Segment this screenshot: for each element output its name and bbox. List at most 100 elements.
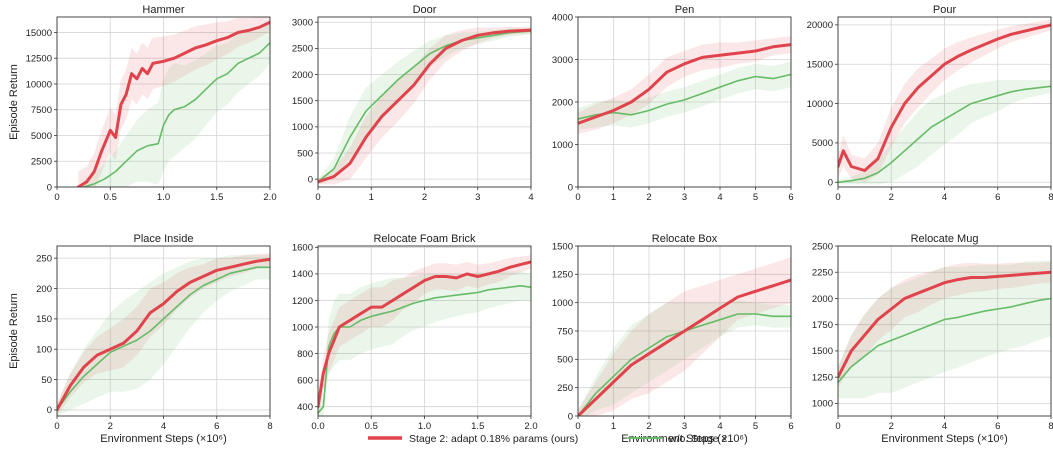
panel-pour: 0 2 4 6 8 0 5000 10000 15000 20000 Pour (807, 4, 1053, 203)
plot-area (838, 19, 1051, 185)
y-tick-label: 0 (308, 174, 313, 185)
band-w-o-stage-2 (57, 255, 270, 416)
x-tick-label: 0 (835, 421, 840, 432)
x-tick-label: 4 (161, 421, 166, 432)
x-tick-label: 0.5 (104, 192, 117, 203)
x-tick-label: 3 (682, 421, 687, 432)
panel-relocate-box: 0 1 2 3 4 5 6 0 250 500 750 1000 1250 1500 Relocate Bo… (552, 233, 794, 445)
x-tick-label: 2 (646, 192, 651, 203)
y-axis-label: Episode Return (8, 293, 20, 369)
y-tick-label: 0 (568, 411, 573, 422)
x-tick-label: 4 (942, 421, 947, 432)
series-line-w-o-stage-2 (82, 41, 270, 187)
y-tick-label: 1500 (552, 241, 573, 252)
y-tick-label: 200 (36, 284, 52, 295)
x-tick-label: 0 (54, 192, 59, 203)
y-tick-label: 1000 (292, 322, 313, 333)
x-tick-label: 2 (889, 421, 894, 432)
x-tick-label: 2 (422, 192, 427, 203)
y-tick-label: 15000 (807, 60, 833, 71)
legend-label-baseline: w/o. Stage 2 (668, 433, 728, 445)
series-line-w-o-stage-2 (838, 85, 1051, 184)
y-tick-label: 0 (568, 182, 573, 193)
x-tick-label: 4 (942, 192, 947, 203)
x-tick-label: 1.5 (210, 192, 223, 203)
x-tick-label: 3 (682, 192, 687, 203)
y-tick-label: 2000 (552, 97, 573, 108)
chart-panels: 0 0.5 1.0 1.5 2.0025005000750010000125001500… (8, 4, 1053, 445)
y-tick-label: 1600 (292, 243, 313, 254)
plot-area (318, 255, 531, 416)
x-tick-label: 4 (528, 192, 533, 203)
y-tick-label: 15000 (26, 28, 52, 39)
y-tick-label: 2000 (292, 70, 313, 81)
series-line-stage-2-adapt-0-18-params-ours (838, 23, 1051, 172)
y-tick-label: 250 (36, 253, 52, 264)
y-tick-label: 7500 (31, 105, 52, 116)
series-line-stage-2-adapt-0-18-params-ours (318, 260, 531, 409)
x-tick-label: 1.5 (471, 421, 484, 432)
panel-relocate-foam-brick: 0.0 0.5 1.0 1.5 2.0 400 600 800 1000 1200 1400 1600… (292, 233, 538, 432)
y-tick-label: 600 (297, 375, 313, 386)
panel-pen: 0 1 2 3 4 5 6 0 1000 2000 3000 4000 Pen (552, 4, 794, 203)
y-tick-label: 1500 (812, 346, 833, 357)
plot-area (76, 17, 270, 187)
x-tick-label: 2 (646, 421, 651, 432)
y-tick-label: 1000 (552, 298, 573, 309)
y-tick-label: 1500 (292, 96, 313, 107)
series-line-w-o-stage-2 (57, 266, 270, 411)
y-tick-label: 1000 (552, 140, 573, 151)
y-tick-label: 1400 (292, 269, 313, 280)
y-tick-label: 100 (36, 345, 52, 356)
panel-door: 0 1 2 3 4 0 500 1000 1500 2000 2500 3000 Door (292, 4, 534, 203)
x-tick-label: 2 (108, 421, 113, 432)
y-tick-label: 1250 (552, 270, 573, 281)
plot-area (578, 257, 791, 416)
legend-label-ours: Stage 2: adapt 0.18% params (ours) (409, 433, 578, 445)
series-line-stage-2-adapt-0-18-params-ours (57, 257, 270, 412)
x-tick-label: 1 (611, 421, 616, 432)
y-tick-label: 12500 (26, 54, 52, 65)
x-tick-label: 6 (788, 192, 793, 203)
y-tick-label: 20000 (807, 20, 833, 31)
y-tick-label: 0 (47, 405, 52, 416)
y-tick-label: 500 (557, 355, 573, 366)
band-w-o-stage-2 (578, 300, 791, 416)
panel-title: Relocate Mug (911, 233, 979, 245)
series-line-w-o-stage-2 (838, 297, 1051, 384)
y-tick-label: 5000 (31, 131, 52, 142)
series-line-w-o-stage-2 (318, 30, 531, 183)
x-tick-label: 1 (369, 192, 374, 203)
y-tick-label: 4000 (552, 12, 573, 23)
x-tick-label: 8 (267, 421, 272, 432)
plot-area (838, 260, 1051, 399)
y-tick-label: 500 (297, 148, 313, 159)
x-tick-label: 0.0 (311, 421, 324, 432)
band-w-o-stage-2 (838, 260, 1051, 399)
x-axis-label: Environment Steps (×10⁶) (100, 433, 227, 445)
panel-relocate-mug: 0 2 4 6 8 1000 1250 1500 1750 2000 2250 2500 Relocat… (812, 233, 1053, 445)
y-tick-label: 400 (297, 402, 313, 413)
series-line-stage-2-adapt-0-18-params-ours (578, 43, 791, 125)
x-tick-label: 8 (1048, 421, 1053, 432)
y-axis-label: Episode Return (8, 64, 20, 140)
x-tick-label: 6 (788, 421, 793, 432)
y-tick-label: 2000 (812, 294, 833, 305)
panel-title: Relocate Foam Brick (373, 233, 476, 245)
x-tick-label: 0.5 (365, 421, 378, 432)
y-tick-label: 2500 (31, 157, 52, 168)
panel-place-inside: 0 2 4 6 8 0 50 100 150 200 250 Place Inside Environm… (8, 233, 273, 445)
band-w-o-stage-2 (838, 80, 1051, 185)
plot-area (318, 26, 531, 185)
y-tick-label: 250 (557, 383, 573, 394)
y-tick-label: 750 (557, 326, 573, 337)
series-line-w-o-stage-2 (578, 73, 791, 120)
x-tick-label: 8 (1048, 192, 1053, 203)
band-stage-2-adapt-0-18-params-ours (838, 261, 1051, 388)
x-tick-label: 1.0 (157, 192, 170, 203)
x-tick-label: 2.0 (524, 421, 537, 432)
x-tick-label: 6 (214, 421, 219, 432)
x-tick-label: 3 (475, 192, 480, 203)
y-tick-label: 50 (41, 375, 52, 386)
y-tick-label: 3000 (552, 55, 573, 66)
